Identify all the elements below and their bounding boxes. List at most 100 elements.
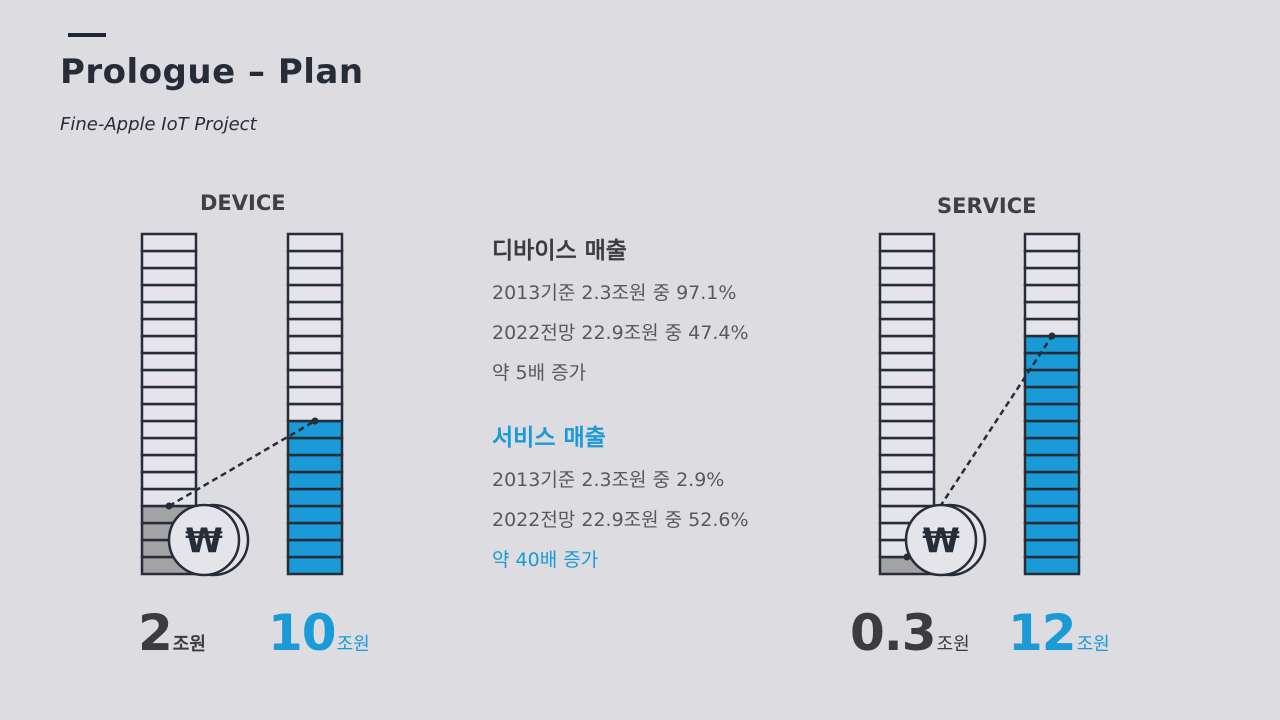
service-bar-2022-segment bbox=[1023, 504, 1081, 525]
device-2013-unit: 조원 bbox=[172, 634, 206, 655]
service-bar-2022-segment bbox=[1023, 368, 1081, 389]
service-bar-2022-segment bbox=[1023, 470, 1081, 491]
device-2013-value: 2조원 bbox=[138, 604, 206, 662]
device-bar-2022-segment bbox=[286, 436, 344, 457]
device-bar-2013-segment bbox=[140, 249, 198, 270]
page-subtitle: Fine-Apple IoT Project bbox=[60, 114, 257, 135]
device-bar-2022-segment bbox=[286, 334, 344, 355]
service-bar-2013-segment bbox=[878, 249, 936, 270]
service-won-coin-icon bbox=[904, 503, 978, 577]
service-revenue-block: 서비스 매출 2013기준 2.3조원 중 2.9% 2022전망 22.9조원… bbox=[492, 418, 749, 572]
device-bar-2013-segment bbox=[140, 232, 198, 253]
service-2013-number: 0.3 bbox=[850, 604, 937, 662]
service-bar-2013-segment bbox=[878, 317, 936, 338]
device-revenue-heading: 디바이스 매출 bbox=[492, 238, 627, 264]
service-bar-2022-segment bbox=[1023, 283, 1081, 304]
device-bar-2022-segment bbox=[286, 283, 344, 304]
device-2022-value: 10조원 bbox=[268, 604, 370, 662]
device-bar-2022-segment bbox=[286, 555, 344, 576]
service-bar-2013-segment bbox=[878, 266, 936, 287]
service-revenue-heading: 서비스 매출 bbox=[492, 425, 606, 451]
device-bar-2013-segment bbox=[140, 436, 198, 457]
device-line-2013: 2013기준 2.3조원 중 97.1% bbox=[492, 282, 737, 304]
device-won-symbol: ₩ bbox=[185, 521, 223, 561]
service-bar-2022-segment bbox=[1023, 436, 1081, 457]
service-bar-2022-segment bbox=[1023, 300, 1081, 321]
service-bar-2013-segment bbox=[878, 470, 936, 491]
service-bar-2022-segment bbox=[1023, 232, 1081, 253]
device-bar-2013-segment bbox=[140, 419, 198, 440]
service-bar-2022-segment bbox=[1023, 385, 1081, 406]
device-revenue-block: 디바이스 매출 2013기준 2.3조원 중 97.1% 2022전망 22.9… bbox=[492, 231, 749, 385]
device-bar-2013-segment bbox=[140, 266, 198, 287]
device-2022-unit: 조원 bbox=[336, 634, 370, 655]
device-trend-point-2013 bbox=[165, 502, 173, 510]
device-trend-point-2022 bbox=[311, 417, 319, 425]
device-label: DEVICE bbox=[200, 191, 286, 215]
device-bar-2022-segment bbox=[286, 317, 344, 338]
service-won-symbol: ₩ bbox=[922, 521, 960, 561]
service-bar-2013-segment bbox=[878, 232, 936, 253]
service-2022-number: 12 bbox=[1008, 604, 1077, 662]
service-bar-2013-segment bbox=[878, 300, 936, 321]
service-bar-2022-segment bbox=[1023, 402, 1081, 423]
service-bar-2013-segment bbox=[878, 419, 936, 440]
device-bar-2013-segment bbox=[140, 334, 198, 355]
service-bar-2013-segment bbox=[878, 436, 936, 457]
device-line-growth: 약 5배 증가 bbox=[492, 362, 587, 384]
page-title: Prologue – Plan bbox=[60, 52, 364, 92]
service-bar-2022-segment bbox=[1023, 555, 1081, 576]
device-bar-2013-segment bbox=[140, 283, 198, 304]
device-bar-2022-segment bbox=[286, 385, 344, 406]
device-bar-2013-segment bbox=[140, 470, 198, 491]
device-bar-2022-segment bbox=[286, 504, 344, 525]
device-bar-2013-segment bbox=[140, 453, 198, 474]
service-bar-2013-segment bbox=[878, 402, 936, 423]
device-bar-2022-segment bbox=[286, 453, 344, 474]
service-bar-2013-segment bbox=[878, 453, 936, 474]
service-trend-point-2022 bbox=[1048, 332, 1056, 340]
device-bar-2013-segment bbox=[140, 385, 198, 406]
device-bar-2013-segment bbox=[140, 368, 198, 389]
service-line-2022: 2022전망 22.9조원 중 52.6% bbox=[492, 509, 749, 531]
device-bar-2022-segment bbox=[286, 368, 344, 389]
device-line-2022: 2022전망 22.9조원 중 47.4% bbox=[492, 322, 749, 344]
service-label: SERVICE bbox=[937, 194, 1037, 218]
device-bar-2013-segment bbox=[140, 317, 198, 338]
service-line-2013: 2013기준 2.3조원 중 2.9% bbox=[492, 469, 725, 491]
device-won-coin-icon bbox=[167, 503, 241, 577]
service-bar-2022-segment bbox=[1023, 249, 1081, 270]
service-line-growth: 약 40배 증가 bbox=[492, 549, 599, 571]
device-bar-2013-segment bbox=[140, 300, 198, 321]
device-2022-number: 10 bbox=[268, 604, 337, 662]
device-bar-2022-segment bbox=[286, 232, 344, 253]
service-bar-2013-segment bbox=[878, 283, 936, 304]
service-bar-2022-segment bbox=[1023, 419, 1081, 440]
device-bar-2013-segment bbox=[140, 351, 198, 372]
service-bar-2013-segment bbox=[878, 334, 936, 355]
device-bar-2022-segment bbox=[286, 538, 344, 559]
service-bar-2022-segment bbox=[1023, 538, 1081, 559]
device-bar-2022-segment bbox=[286, 351, 344, 372]
device-bar-2022-segment bbox=[286, 470, 344, 491]
service-bar-2013-segment bbox=[878, 351, 936, 372]
service-2022-unit: 조원 bbox=[1076, 634, 1110, 655]
service-2013-unit: 조원 bbox=[936, 634, 970, 655]
device-bar-2013-segment bbox=[140, 402, 198, 423]
device-bar-2022-segment bbox=[286, 521, 344, 542]
device-bar-2022-segment bbox=[286, 300, 344, 321]
service-bar-2013-segment bbox=[878, 487, 936, 508]
service-bar-2022-segment bbox=[1023, 453, 1081, 474]
service-2013-value: 0.3조원 bbox=[850, 604, 970, 662]
service-2022-value: 12조원 bbox=[1008, 604, 1110, 662]
device-bar-2022-segment bbox=[286, 266, 344, 287]
device-bar-2022-segment bbox=[286, 487, 344, 508]
service-bar-2013-segment bbox=[878, 385, 936, 406]
device-bar-2022-segment bbox=[286, 249, 344, 270]
service-bar-2022-segment bbox=[1023, 487, 1081, 508]
device-trend-line bbox=[168, 419, 316, 508]
service-bar-2013-segment bbox=[878, 368, 936, 389]
title-accent-bar bbox=[68, 33, 106, 37]
device-2013-number: 2 bbox=[138, 604, 173, 662]
